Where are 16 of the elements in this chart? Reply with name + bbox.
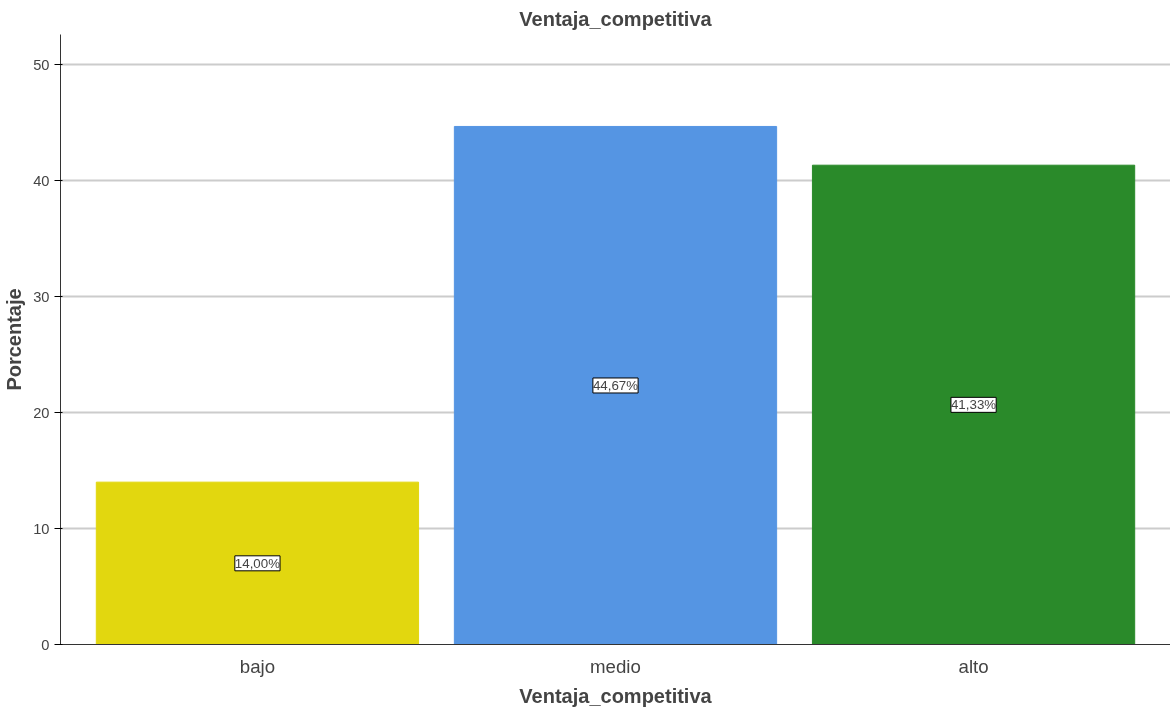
y-axis-title: Porcentaje — [3, 288, 26, 391]
x-tick-label: bajo — [239, 655, 276, 677]
y-tick-label: 10 — [33, 520, 50, 537]
x-tick-label: medio — [590, 655, 641, 677]
y-tick-label: 20 — [33, 404, 50, 421]
y-tick-label: 0 — [41, 636, 50, 653]
y-tick-label: 50 — [33, 56, 50, 73]
bar — [811, 164, 1136, 645]
bar — [453, 125, 778, 645]
data-label: 44,67% — [592, 377, 639, 393]
bar — [95, 481, 420, 645]
chart-title: Ventaja_competitiva — [519, 7, 713, 30]
y-tick-label: 30 — [33, 288, 50, 305]
x-axis-title: Ventaja_competitiva — [519, 684, 713, 707]
y-tick-label: 40 — [33, 172, 50, 189]
x-tick-label: alto — [958, 655, 989, 677]
